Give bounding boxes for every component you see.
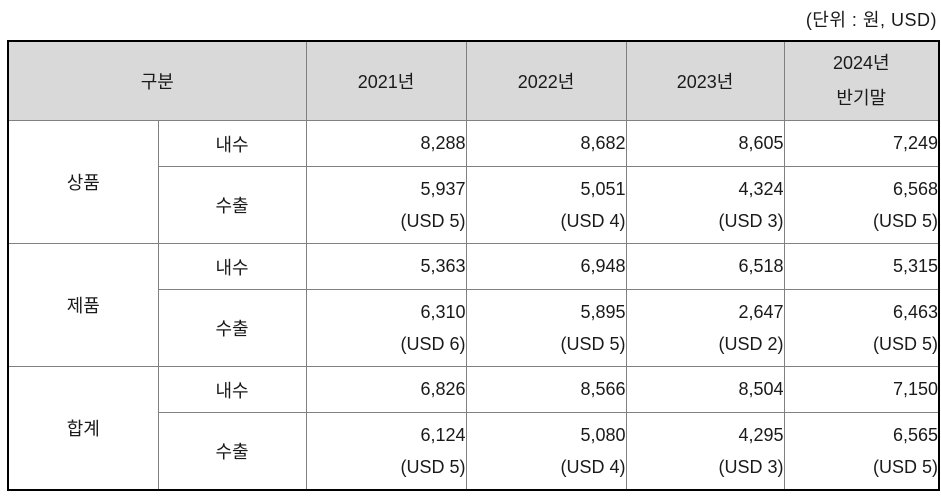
value-cell: 5,080 (USD 4) — [465, 412, 627, 491]
row-label-export: 수출 — [157, 166, 307, 244]
header-year-2022: 2022년 — [465, 40, 627, 121]
table-row: 합계 내수 6,826 8,566 8,504 7,150 — [7, 366, 940, 491]
value-cell: 5,051 (USD 4) — [465, 166, 627, 244]
value-usd: (USD 4) — [560, 457, 626, 477]
table-row: 수출 5,937 (USD 5) 5,051 (USD 4) 4,324 (US… — [8, 166, 940, 244]
group-label-jepum: 제품 — [7, 243, 159, 367]
value-krw: 5,937 — [420, 179, 466, 199]
value-cell: 6,518 — [625, 243, 785, 290]
value-krw: 4,295 — [738, 425, 784, 445]
value-krw: 6,568 — [892, 179, 938, 199]
row-label-domestic: 내수 — [157, 120, 307, 167]
table-row: 상품 내수 8,288 8,682 8,605 7,249 — [7, 120, 940, 244]
header-year-2023: 2023년 — [625, 40, 785, 121]
group-label-sangpum: 상품 — [7, 120, 159, 244]
table-row: 수출 6,310 (USD 6) 5,895 (USD 5) 2,647 (US… — [8, 289, 940, 367]
header-year-2024-line1: 2024년 — [832, 53, 890, 73]
value-usd: (USD 5) — [400, 457, 466, 477]
value-cell: 5,895 (USD 5) — [465, 289, 627, 367]
value-krw: 6,565 — [892, 425, 938, 445]
value-cell: 6,826 — [305, 366, 467, 413]
table-row: 제품 내수 5,363 6,948 6,518 5,315 — [7, 243, 940, 367]
value-cell: 8,504 — [625, 366, 785, 413]
value-krw: 5,051 — [580, 179, 626, 199]
value-cell: 7,249 — [783, 120, 940, 167]
value-cell: 7,150 — [783, 366, 940, 413]
row-label-domestic: 내수 — [157, 366, 307, 413]
value-usd: (USD 6) — [400, 334, 466, 354]
value-cell: 6,124 (USD 5) — [305, 412, 467, 491]
value-cell: 4,295 (USD 3) — [625, 412, 785, 491]
value-krw: 2,647 — [738, 302, 784, 322]
header-category: 구분 — [7, 40, 307, 121]
value-usd: (USD 4) — [560, 211, 626, 231]
row-label-export: 수출 — [157, 289, 307, 367]
value-usd: (USD 5) — [560, 334, 626, 354]
header-year-2024-halfyear: 2024년 반기말 — [783, 40, 940, 121]
value-cell: 8,605 — [625, 120, 785, 167]
value-cell: 6,310 (USD 6) — [305, 289, 467, 367]
value-krw: 6,463 — [892, 302, 938, 322]
row-label-domestic: 내수 — [157, 243, 307, 290]
table-row: 수출 6,124 (USD 5) 5,080 (USD 4) 4,295 (US… — [8, 412, 940, 491]
value-krw: 4,324 — [738, 179, 784, 199]
unit-label: (단위 : 원, USD) — [805, 10, 937, 30]
value-usd: (USD 5) — [872, 334, 938, 354]
value-cell: 2,647 (USD 2) — [625, 289, 785, 367]
value-usd: (USD 2) — [718, 334, 784, 354]
value-cell: 6,565 (USD 5) — [783, 412, 940, 491]
value-cell: 4,324 (USD 3) — [625, 166, 785, 244]
header-year-2021: 2021년 — [305, 40, 467, 121]
value-cell: 6,463 (USD 5) — [783, 289, 940, 367]
value-cell: 6,568 (USD 5) — [783, 166, 940, 244]
value-cell: 5,363 — [305, 243, 467, 290]
header-row: 구분 2021년 2022년 2023년 2024년 반기말 — [7, 40, 940, 121]
header-year-2024-line2: 반기말 — [836, 88, 887, 108]
value-cell: 5,937 (USD 5) — [305, 166, 467, 244]
value-usd: (USD 5) — [400, 211, 466, 231]
value-krw: 5,895 — [580, 302, 626, 322]
value-cell: 8,288 — [305, 120, 467, 167]
value-usd: (USD 3) — [718, 211, 784, 231]
group-label-total: 합계 — [7, 366, 159, 491]
value-krw: 6,124 — [420, 425, 466, 445]
financial-table: 구분 2021년 2022년 2023년 2024년 반기말 상품 내수 8,2… — [7, 40, 940, 491]
value-cell: 5,315 — [783, 243, 940, 290]
value-usd: (USD 3) — [718, 457, 784, 477]
value-usd: (USD 5) — [872, 457, 938, 477]
value-cell: 8,566 — [465, 366, 627, 413]
value-cell: 8,682 — [465, 120, 627, 167]
row-label-export: 수출 — [157, 412, 307, 491]
value-krw: 6,310 — [420, 302, 466, 322]
value-krw: 5,080 — [580, 425, 626, 445]
value-cell: 6,948 — [465, 243, 627, 290]
value-usd: (USD 5) — [872, 211, 938, 231]
